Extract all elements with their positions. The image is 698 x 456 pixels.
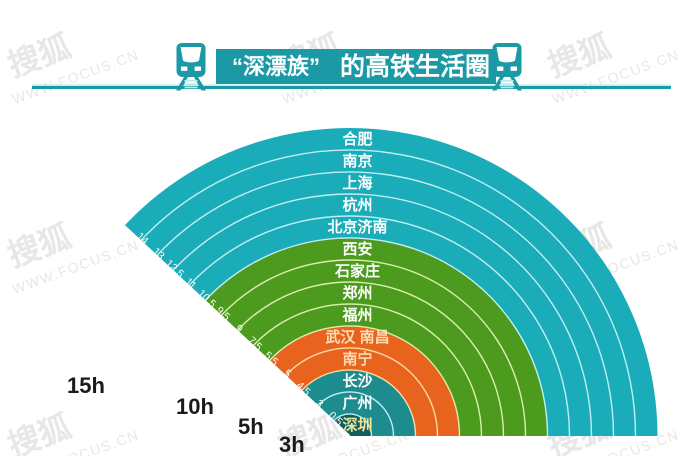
svg-text:郑州: 郑州 bbox=[342, 284, 372, 302]
svg-text:石家庄: 石家庄 bbox=[334, 262, 380, 280]
svg-text:5h: 5h bbox=[238, 414, 264, 439]
svg-text:北京济南: 北京济南 bbox=[327, 218, 387, 236]
svg-text:“深漂族”: “深漂族” bbox=[232, 54, 320, 79]
svg-text:南宁: 南宁 bbox=[342, 350, 372, 368]
svg-text:杭州: 杭州 bbox=[342, 196, 372, 214]
svg-text:3h: 3h bbox=[279, 432, 305, 456]
svg-text:西安: 西安 bbox=[342, 240, 372, 258]
svg-text:的高铁生活圈: 的高铁生活圈 bbox=[340, 52, 490, 81]
svg-text:南京: 南京 bbox=[342, 152, 372, 170]
svg-text:合肥: 合肥 bbox=[341, 130, 372, 148]
svg-text:广州: 广州 bbox=[342, 394, 372, 412]
svg-text:15h: 15h bbox=[67, 373, 105, 398]
svg-text:长沙: 长沙 bbox=[342, 372, 372, 390]
svg-text:武汉 南昌: 武汉 南昌 bbox=[325, 328, 389, 346]
svg-text:福州: 福州 bbox=[341, 306, 372, 324]
svg-text:上海: 上海 bbox=[342, 174, 372, 192]
svg-text:10h: 10h bbox=[176, 394, 214, 419]
svg-text:深圳: 深圳 bbox=[342, 416, 372, 434]
